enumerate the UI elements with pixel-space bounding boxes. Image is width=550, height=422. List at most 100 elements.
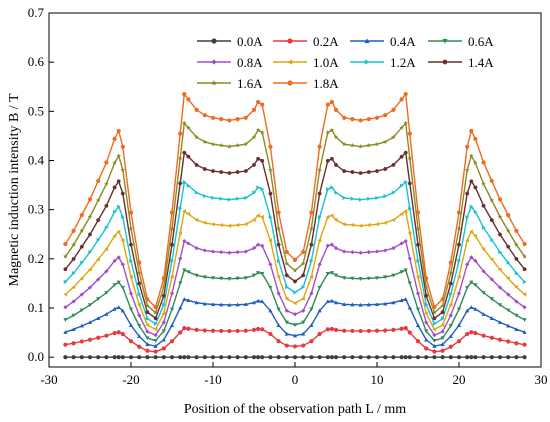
data-point-marker bbox=[448, 344, 453, 349]
data-point-marker bbox=[153, 321, 158, 327]
data-point-marker bbox=[415, 323, 421, 327]
data-point-marker bbox=[153, 355, 158, 360]
data-point-marker bbox=[399, 97, 404, 102]
x-tick-label: -10 bbox=[204, 372, 221, 387]
data-point-marker bbox=[227, 355, 232, 360]
data-point-marker bbox=[284, 261, 290, 266]
data-point-marker bbox=[424, 346, 429, 351]
data-point-marker bbox=[104, 355, 109, 360]
data-point-marker bbox=[309, 274, 314, 279]
data-point-marker bbox=[182, 180, 187, 185]
data-point-marker bbox=[96, 218, 101, 222]
series-0.6A bbox=[63, 268, 527, 343]
data-point-marker bbox=[235, 328, 240, 334]
data-point-marker bbox=[104, 225, 109, 230]
data-point-marker bbox=[182, 355, 187, 360]
data-point-marker bbox=[490, 237, 494, 242]
data-point-marker bbox=[202, 355, 207, 360]
legend-item-0.0A: 0.0A bbox=[197, 34, 263, 49]
data-point-marker bbox=[342, 222, 346, 227]
data-point-marker bbox=[309, 258, 314, 263]
data-point-marker bbox=[178, 281, 183, 286]
data-point-marker bbox=[448, 302, 453, 307]
data-point-marker bbox=[202, 301, 207, 306]
data-point-marker bbox=[177, 155, 183, 161]
y-tick-label: 0.1 bbox=[28, 300, 44, 315]
data-point-marker bbox=[399, 241, 404, 246]
data-point-marker bbox=[333, 163, 339, 167]
data-point-marker bbox=[469, 305, 474, 309]
data-point-marker bbox=[457, 258, 462, 263]
data-point-marker bbox=[63, 342, 68, 347]
data-point-marker bbox=[497, 337, 503, 342]
data-point-marker bbox=[145, 336, 150, 341]
data-point-marker bbox=[329, 242, 334, 247]
data-point-marker bbox=[63, 241, 68, 247]
data-point-marker bbox=[448, 324, 453, 328]
data-point-marker bbox=[186, 355, 191, 360]
data-point-marker bbox=[514, 299, 519, 304]
data-point-marker bbox=[145, 316, 150, 321]
data-point-marker bbox=[309, 323, 314, 327]
data-point-marker bbox=[358, 328, 363, 334]
data-point-marker bbox=[256, 298, 261, 303]
data-point-marker bbox=[276, 339, 281, 344]
data-point-marker bbox=[415, 210, 421, 215]
data-point-marker bbox=[252, 190, 257, 195]
legend-marker bbox=[287, 38, 293, 44]
data-point-marker bbox=[403, 92, 408, 97]
series-group bbox=[63, 92, 527, 360]
data-point-marker bbox=[399, 211, 404, 217]
y-tick-label: 0.0 bbox=[28, 349, 44, 364]
data-point-marker bbox=[456, 307, 462, 312]
data-point-marker bbox=[182, 326, 187, 331]
data-point-marker bbox=[202, 220, 207, 225]
data-point-marker bbox=[292, 312, 298, 317]
y-tick-label: 0.6 bbox=[28, 54, 45, 69]
data-point-marker bbox=[284, 355, 289, 360]
data-point-marker bbox=[383, 301, 388, 306]
data-point-marker bbox=[334, 190, 339, 195]
legend-marker bbox=[211, 59, 217, 65]
data-point-marker bbox=[219, 196, 224, 201]
data-point-marker bbox=[366, 355, 371, 360]
data-point-marker bbox=[227, 328, 232, 334]
data-point-marker bbox=[194, 273, 199, 278]
data-point-marker bbox=[79, 339, 84, 344]
data-point-marker bbox=[87, 267, 92, 272]
data-point-marker bbox=[301, 331, 306, 336]
data-point-marker bbox=[112, 355, 117, 360]
data-point-marker bbox=[255, 127, 261, 133]
data-point-marker bbox=[181, 120, 187, 126]
legend-item-1.0A: 1.0A bbox=[273, 55, 339, 70]
data-point-marker bbox=[256, 99, 261, 105]
data-point-marker bbox=[210, 169, 216, 173]
data-point-marker bbox=[317, 262, 322, 267]
x-tick-label: 20 bbox=[453, 372, 466, 387]
data-point-marker bbox=[276, 323, 281, 327]
data-point-marker bbox=[182, 209, 186, 214]
data-point-marker bbox=[456, 323, 462, 327]
data-point-marker bbox=[120, 191, 125, 196]
data-point-marker bbox=[137, 355, 142, 360]
data-point-marker bbox=[403, 355, 408, 360]
data-point-marker bbox=[120, 355, 125, 360]
data-point-marker bbox=[342, 328, 347, 333]
data-point-marker bbox=[178, 256, 183, 261]
data-point-marker bbox=[87, 197, 93, 202]
data-point-marker bbox=[407, 230, 412, 236]
data-point-marker bbox=[71, 257, 76, 261]
data-point-marker bbox=[268, 308, 273, 313]
data-point-marker bbox=[440, 348, 445, 353]
data-point-marker bbox=[120, 262, 125, 267]
data-point-marker bbox=[358, 118, 363, 123]
data-point-marker bbox=[497, 214, 503, 219]
data-point-marker bbox=[145, 329, 150, 334]
data-point-marker bbox=[383, 194, 388, 199]
data-point-marker bbox=[128, 242, 134, 247]
data-point-marker bbox=[309, 291, 314, 296]
legend-marker bbox=[442, 59, 448, 65]
data-point-marker bbox=[268, 355, 273, 360]
data-point-marker bbox=[137, 324, 142, 328]
data-point-marker bbox=[95, 197, 101, 203]
